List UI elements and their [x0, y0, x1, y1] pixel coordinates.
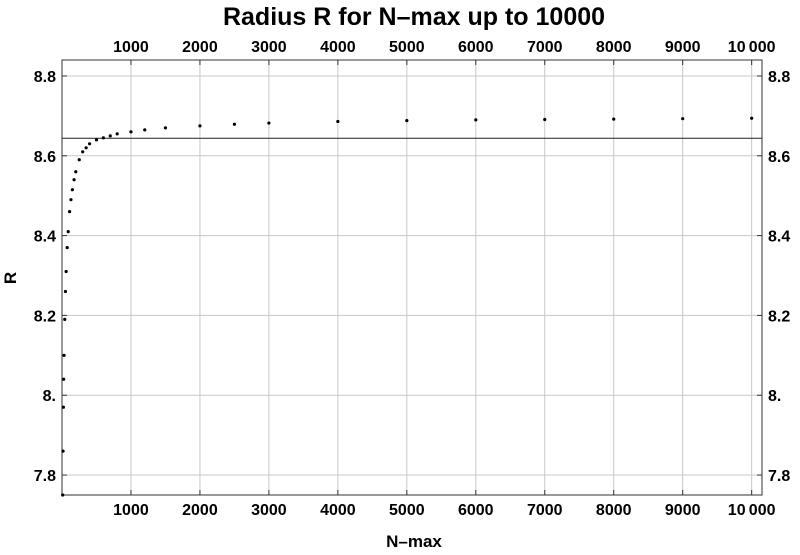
- data-point: [267, 121, 271, 125]
- x-tick-label-top: 5000: [389, 39, 425, 56]
- y-tick-label-right: 8.4: [768, 229, 790, 246]
- y-axis-label: R: [1, 272, 20, 284]
- data-point: [61, 493, 65, 497]
- data-point: [543, 117, 547, 122]
- x-tick-label: 9000: [665, 502, 701, 519]
- x-tick-label: 4000: [320, 502, 356, 519]
- data-point: [66, 230, 70, 234]
- y-tick-label: 8.6: [34, 149, 56, 166]
- data-point: [84, 146, 88, 150]
- data-point: [101, 136, 105, 140]
- data-point: [61, 405, 65, 409]
- data-point: [69, 198, 73, 202]
- gridlines: [62, 60, 762, 495]
- x-tick-label: 6000: [458, 502, 494, 519]
- x-tick-label: 1000: [113, 502, 149, 519]
- x-tick-label-top: 4000: [320, 39, 356, 56]
- data-point: [72, 178, 76, 182]
- data-points: [61, 116, 754, 497]
- x-tick-label-top: 6000: [458, 39, 494, 56]
- data-point: [336, 119, 340, 124]
- data-point: [67, 210, 72, 214]
- data-point: [70, 188, 74, 192]
- x-tick-label: 7000: [527, 502, 563, 519]
- y-tick-label-right: 8.2: [768, 308, 790, 325]
- data-point: [115, 132, 119, 136]
- axis-ticks: 1000 1000 2000 2000 3000 3000 4000 4000 5000 5000…: [34, 39, 791, 519]
- x-tick-label-top: 3000: [251, 39, 287, 56]
- x-tick-label: 3000: [251, 502, 287, 519]
- data-point: [681, 117, 685, 121]
- data-point: [65, 245, 69, 250]
- x-tick-label-top: 2000: [182, 39, 218, 56]
- x-tick-label: 2000: [182, 502, 218, 519]
- y-tick-label: 8.8: [34, 69, 56, 86]
- y-tick-label: 7.8: [34, 468, 56, 485]
- y-tick-label: 8.: [43, 388, 56, 405]
- x-tick-label-top: 7000: [527, 39, 563, 56]
- data-point: [77, 158, 81, 162]
- data-point: [612, 117, 616, 121]
- data-point: [74, 170, 78, 174]
- x-tick-label-top: 10 000: [728, 39, 776, 56]
- y-tick-label: 8.4: [34, 229, 56, 246]
- data-point: [163, 126, 168, 130]
- y-tick-label-right: 8.6: [768, 149, 790, 166]
- data-point: [63, 317, 67, 322]
- data-point: [62, 353, 66, 357]
- x-tick-label-top: 8000: [596, 39, 632, 56]
- data-point: [405, 119, 409, 123]
- data-point: [474, 118, 478, 122]
- data-point: [61, 449, 65, 453]
- y-tick-label-right: 7.8: [768, 468, 790, 485]
- data-point: [143, 128, 147, 132]
- data-point: [62, 377, 66, 381]
- x-tick-label-top: 1000: [113, 39, 149, 56]
- x-tick-label: 5000: [389, 502, 425, 519]
- data-point: [81, 150, 85, 154]
- y-tick-label-right: 8.: [768, 388, 781, 405]
- data-point: [750, 116, 754, 120]
- data-point: [87, 142, 92, 146]
- x-tick-label-top: 9000: [665, 39, 701, 56]
- data-point: [108, 134, 112, 138]
- y-tick-label: 8.2: [34, 308, 56, 325]
- data-point: [64, 269, 68, 274]
- data-point: [129, 130, 133, 134]
- data-point: [232, 122, 237, 126]
- data-point: [198, 124, 202, 128]
- data-point: [94, 138, 99, 142]
- x-tick-label: 10 000: [728, 502, 776, 519]
- x-axis-label: N–max: [386, 532, 442, 551]
- data-point: [63, 289, 68, 294]
- y-tick-label-right: 8.8: [768, 69, 790, 86]
- chart-title: Radius R for N–max up to 10000: [223, 3, 605, 31]
- x-tick-label: 8000: [596, 502, 632, 519]
- plot-frame: [61, 59, 763, 496]
